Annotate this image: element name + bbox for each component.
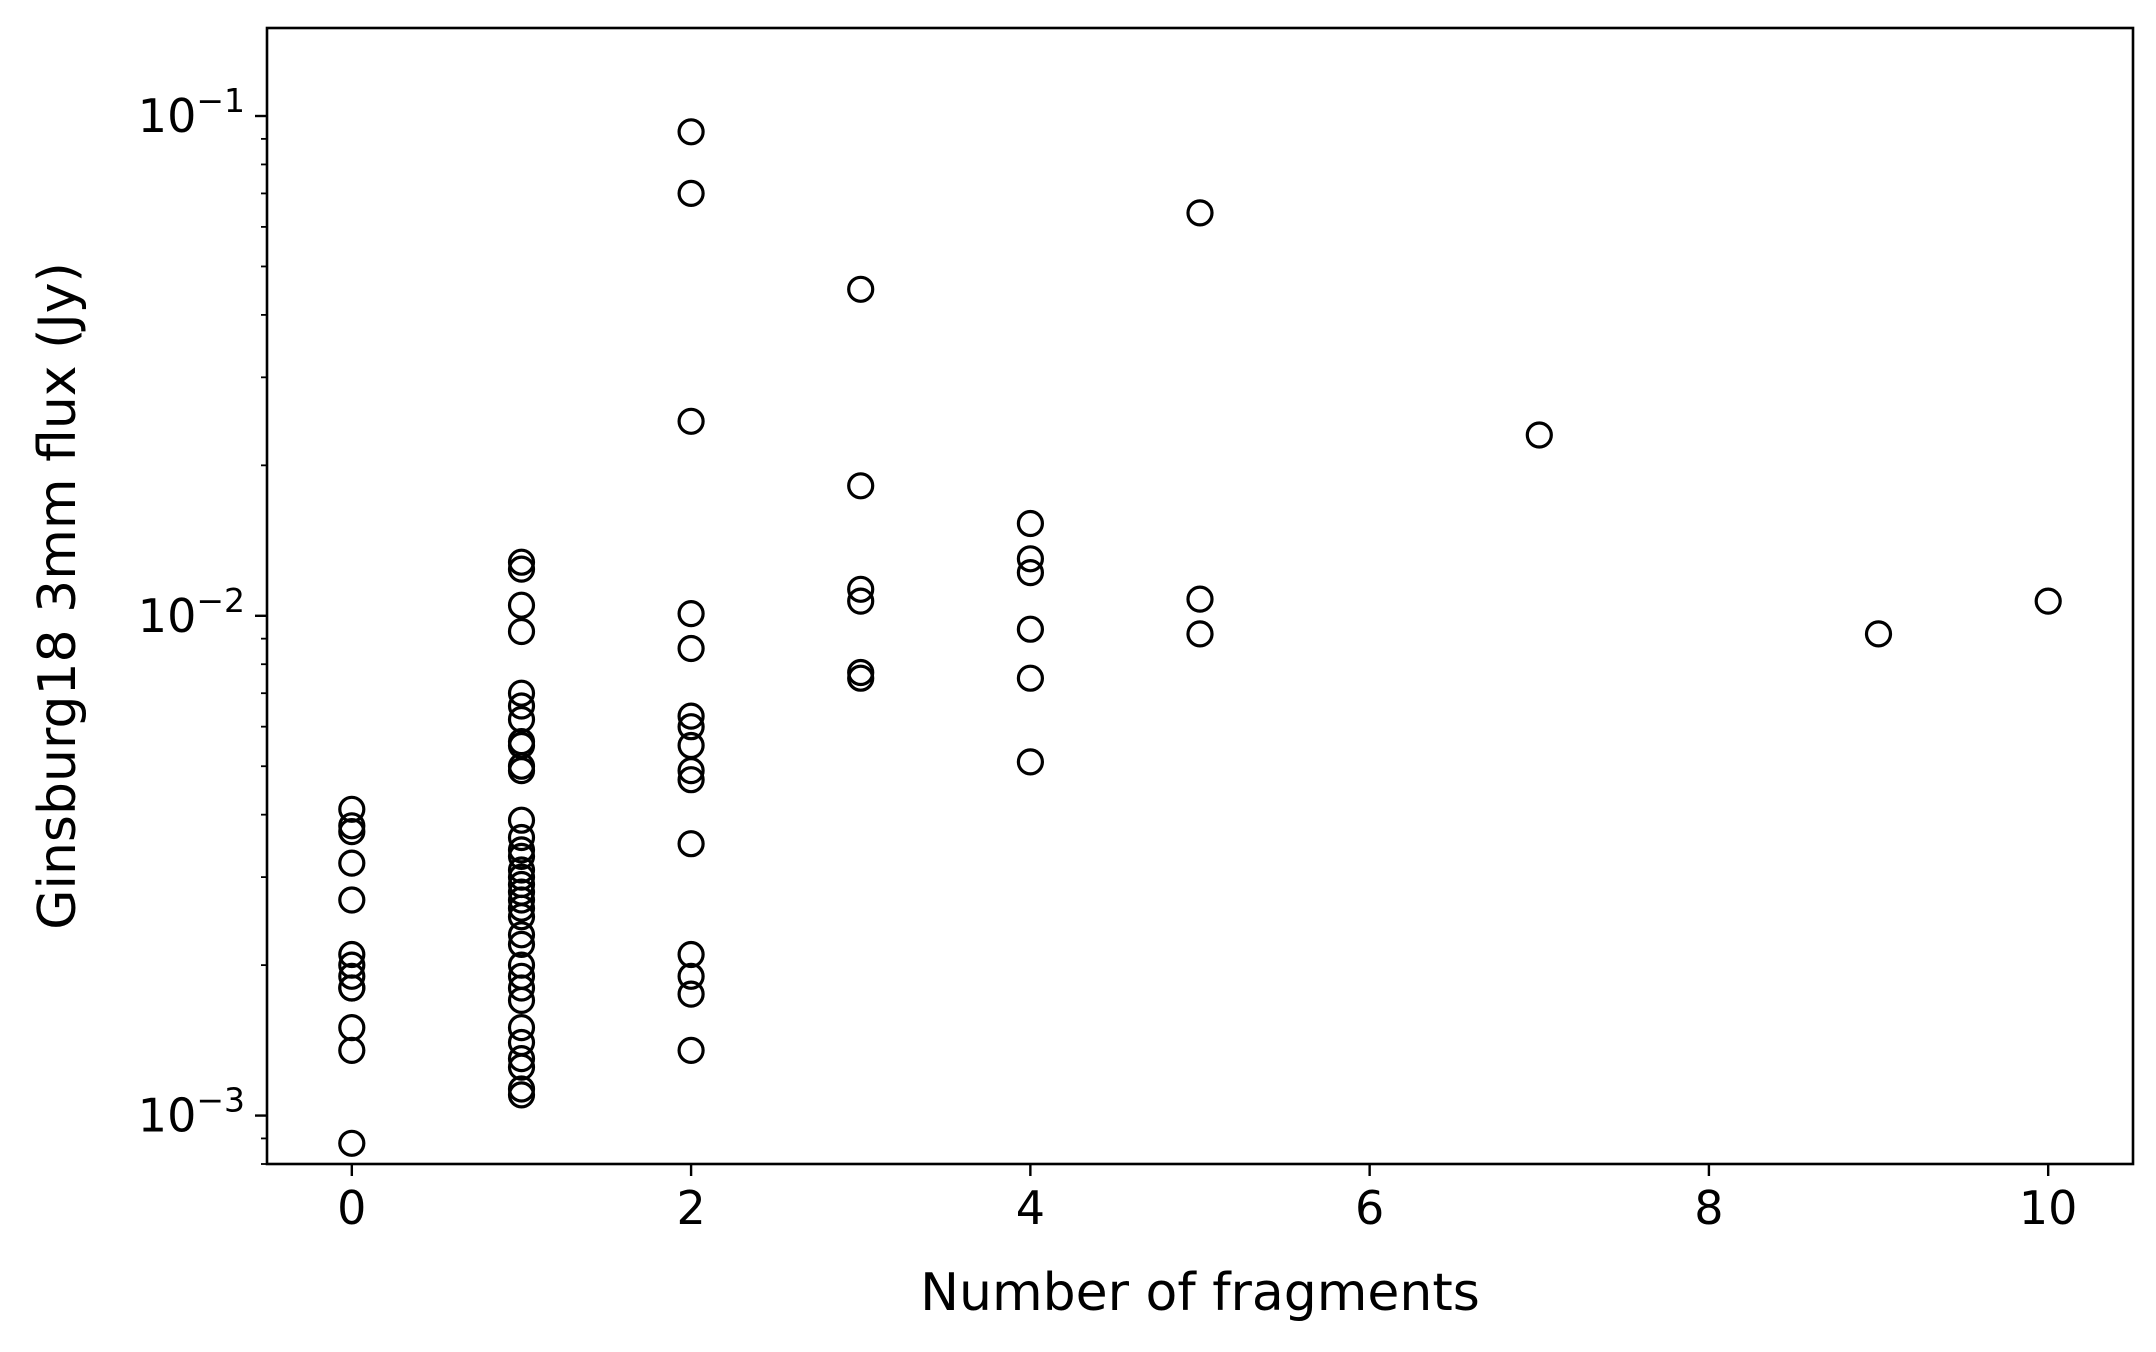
data-point (847, 664, 875, 692)
data-point (507, 886, 536, 914)
data-point (2034, 587, 2062, 615)
data-point (507, 974, 536, 1002)
data-point (507, 692, 536, 720)
y-tick-label: 10−2 (138, 581, 245, 643)
axes-layer (265, 26, 2135, 1166)
data-point (507, 1081, 536, 1109)
x-tick-label: 2 (676, 1181, 705, 1235)
data-point (507, 903, 536, 931)
y-axis-ticks: 10−310−210−1 (138, 81, 267, 1165)
data-point (677, 713, 705, 741)
data-point (677, 179, 705, 207)
data-point (1016, 748, 1045, 776)
data-point (847, 587, 875, 615)
data-point (677, 940, 705, 969)
points-layer (338, 118, 2062, 1157)
y-tick-label-base: 10 (138, 89, 197, 143)
data-point (507, 986, 536, 1015)
data-point (507, 856, 536, 884)
x-axis-ticks: 0 2 4 6 8 10 (337, 1164, 2077, 1235)
data-point (507, 705, 536, 734)
data-point (507, 806, 536, 834)
y-tick-label-base: 10 (138, 1089, 197, 1143)
data-point (507, 894, 536, 922)
data-point (507, 548, 536, 576)
x-tick-label: 10 (2019, 1181, 2078, 1235)
data-point (677, 634, 705, 663)
y-axis-label: Ginsburg18 3mm flux (Jy) (28, 262, 88, 930)
y-tick-label-exponent: −2 (196, 581, 245, 620)
y-tick-label-exponent: −1 (196, 81, 245, 120)
data-point (338, 962, 366, 990)
data-point (677, 756, 705, 785)
data-point (677, 407, 705, 435)
data-point (507, 1053, 536, 1081)
plot-frame (265, 26, 2135, 1166)
data-point (677, 1036, 705, 1065)
data-point (507, 1044, 536, 1073)
y-tick-label-exponent: −3 (196, 1081, 245, 1120)
data-point (677, 702, 705, 730)
y-tick-label: 10−3 (138, 1081, 245, 1143)
data-point (338, 974, 366, 1002)
data-point (338, 795, 366, 823)
data-point (1186, 620, 1214, 648)
data-point (507, 1013, 536, 1042)
data-point (677, 766, 705, 794)
data-point (1525, 421, 1553, 449)
data-point (677, 830, 705, 858)
data-point (507, 555, 536, 583)
y-tick-label-base: 10 (138, 589, 197, 643)
data-point (677, 962, 705, 990)
y-tick-label: 10−1 (138, 81, 245, 143)
data-point (507, 930, 536, 959)
data-point (847, 275, 875, 303)
data-point (507, 591, 536, 619)
data-point (847, 472, 875, 500)
x-tick-label: 0 (337, 1181, 366, 1235)
data-point (847, 575, 875, 603)
data-point (1016, 664, 1045, 692)
data-point (507, 617, 536, 646)
data-point (677, 118, 705, 146)
data-point (338, 817, 366, 846)
data-point (338, 1129, 366, 1157)
data-point (507, 842, 536, 871)
data-point (1016, 558, 1045, 587)
data-point (1016, 545, 1045, 573)
data-point (677, 599, 705, 628)
data-point (507, 679, 536, 707)
data-point (1864, 620, 1893, 648)
x-tick-label: 8 (1694, 1181, 1723, 1235)
data-point (338, 849, 366, 877)
x-axis-label: Number of fragments (920, 1263, 1480, 1323)
x-tick-label: 4 (1016, 1181, 1045, 1235)
data-point (507, 756, 536, 785)
data-point (1186, 585, 1214, 613)
data-point (507, 823, 536, 852)
data-point (338, 940, 366, 969)
data-point (507, 836, 536, 864)
data-point (1016, 509, 1045, 538)
data-point (338, 1036, 366, 1065)
x-tick-label: 6 (1355, 1181, 1384, 1235)
data-point (338, 886, 366, 914)
data-point (1186, 199, 1214, 227)
data-point (677, 980, 705, 1008)
data-point (1016, 615, 1045, 643)
data-point (507, 921, 536, 949)
